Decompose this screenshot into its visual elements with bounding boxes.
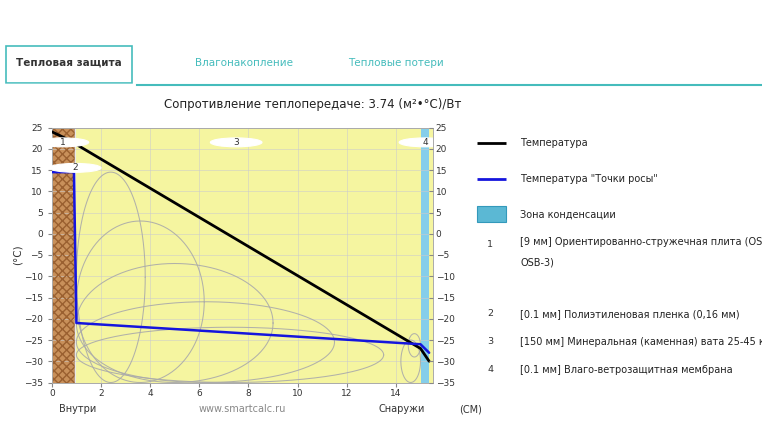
Text: [0.1 мм] Полиэтиленовая пленка (0,16 мм): [0.1 мм] Полиэтиленовая пленка (0,16 мм) [520,309,740,319]
Text: 2: 2 [72,163,78,173]
Text: www.smartcalc.ru: www.smartcalc.ru [199,404,286,414]
Circle shape [37,138,88,147]
Text: 2: 2 [487,309,493,318]
Text: 3: 3 [233,138,239,147]
FancyBboxPatch shape [6,46,132,83]
Circle shape [210,138,262,147]
Y-axis label: (°C): (°C) [12,245,22,265]
Circle shape [475,232,505,258]
Text: [9 мм] Ориентированно-стружечная плита (OSB-2,: [9 мм] Ориентированно-стружечная плита (… [520,237,762,247]
Text: OSB-3): OSB-3) [520,258,554,268]
Circle shape [399,138,451,147]
Text: 4: 4 [422,138,427,147]
Text: Тепловые потери: Тепловые потери [348,58,444,68]
Text: [0.1 мм] Влаго-ветрозащитная мембрана: [0.1 мм] Влаго-ветрозащитная мембрана [520,365,733,375]
Text: [150 мм] Минеральная (каменная) вата 25-45 кг/м³: [150 мм] Минеральная (каменная) вата 25-… [520,337,762,347]
Text: 4: 4 [487,365,493,374]
Bar [477,206,506,223]
Text: Снаружи: Снаружи [379,404,425,414]
Text: ► Внутри: 24°C (55%) Снаружи: -30°C (85%): ► Внутри: 24°C (55%) Снаружи: -30°C (85%… [11,14,345,27]
Text: Температура: Температура [520,138,588,148]
Circle shape [475,329,505,355]
Circle shape [475,357,505,383]
Text: Зона конденсации: Зона конденсации [520,209,616,219]
Text: Внутри: Внутри [59,404,97,414]
Text: Влагонакопление: Влагонакопление [195,58,293,68]
Circle shape [50,164,101,173]
Text: Тепловая защита: Тепловая защита [16,58,121,68]
Text: Сопротивление теплопередаче: 3.74 (м²•°C)/Вт: Сопротивление теплопередаче: 3.74 (м²•°C… [164,98,461,110]
Text: Температура "Точки росы": Температура "Точки росы" [520,173,658,184]
Circle shape [475,300,505,327]
Text: 1: 1 [60,138,66,147]
Text: 3: 3 [487,337,493,346]
Text: (СМ): (СМ) [459,404,482,414]
Text: 1: 1 [487,240,493,249]
